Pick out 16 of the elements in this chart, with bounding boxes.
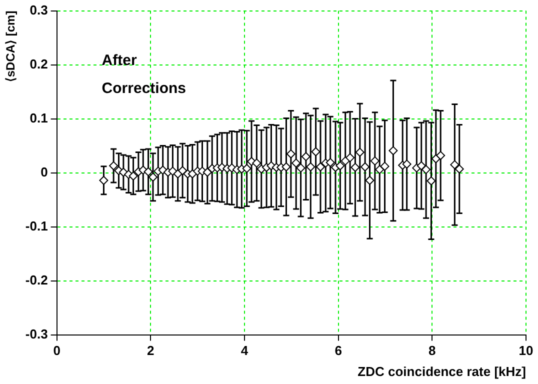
x-tick-label: 8: [428, 343, 436, 358]
x-tick-label: 4: [240, 343, 249, 358]
x-tick-label: 2: [147, 343, 154, 358]
annotation: After Corrections: [102, 52, 186, 97]
y-tick-label: 0: [40, 164, 48, 180]
y-tick-label: -0.3: [25, 326, 48, 342]
y-tick-label: 0.3: [30, 2, 48, 18]
x-axis-title: ZDC coincidence rate [kHz]: [358, 364, 526, 379]
x-tick-label: 10: [518, 343, 534, 358]
y-tick-label: -0.2: [25, 272, 48, 288]
y-tick-label: -0.1: [25, 218, 48, 234]
x-tick-label: 6: [334, 343, 342, 358]
y-axis-title: ⟨sDCA⟩ [cm]: [4, 10, 18, 82]
y-tick-label: 0.1: [30, 110, 48, 126]
x-tick-label: 0: [53, 343, 60, 358]
y-tick-label: 0.2: [30, 56, 48, 72]
